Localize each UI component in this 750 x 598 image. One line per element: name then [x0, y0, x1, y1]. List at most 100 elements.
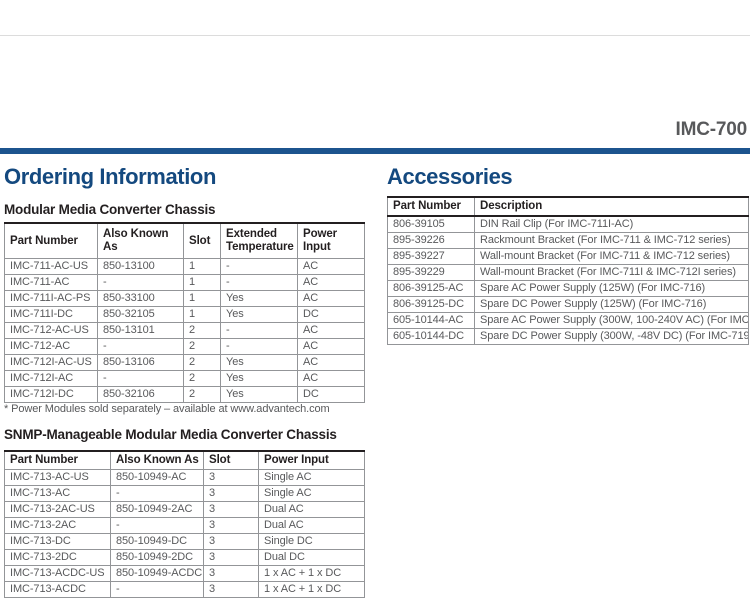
table-header-row: Part Number Also Known As Slot Power Input [4, 450, 365, 470]
table-cell: 895-39229 [387, 264, 475, 281]
table-cell: AC [297, 322, 365, 339]
table-cell: IMC-711I-DC [4, 306, 98, 323]
table-cell: Yes [220, 354, 298, 371]
column-header: Slot [203, 450, 259, 470]
table-cell: IMC-712I-AC-US [4, 354, 98, 371]
table-cell: 850-32106 [97, 386, 184, 403]
table-row: IMC-711-AC-US 850-13100 1- AC [4, 258, 365, 275]
column-header: Part Number [4, 450, 111, 470]
table-cell: IMC-713-2AC [4, 517, 111, 534]
header-blue-rule [0, 148, 750, 154]
table-cell: 3 [203, 485, 259, 502]
table-cell: - [110, 517, 204, 534]
table-cell: 1 [183, 258, 221, 275]
table-cell: Single AC [258, 485, 365, 502]
table-cell: 850-10949-ACDC [110, 565, 204, 582]
table-cell: Single AC [258, 469, 365, 486]
table-row: IMC-712I-DC 850-32106 2 Yes DC [4, 386, 365, 403]
table-cell: 2 [183, 322, 221, 339]
table-cell: - [97, 274, 184, 291]
column-header: Power Input [297, 222, 365, 259]
table-cell: - [110, 485, 204, 502]
table-cell: 3 [203, 469, 259, 486]
table-cell: IMC-711-AC [4, 274, 98, 291]
table-cell: DC [297, 386, 365, 403]
accessories-heading: Accessories [387, 164, 513, 189]
column-header: Power Input [258, 450, 365, 470]
table-cell: 850-10949-2AC [110, 501, 204, 518]
table-row: IMC-713-DC 850-10949-DC 3 Single DC [4, 533, 365, 550]
table-header-row: Part Number Also Known As Slot Extended Tem… [4, 222, 365, 259]
table-cell: IMC-711I-AC-PS [4, 290, 98, 307]
table-cell: 3 [203, 533, 259, 550]
table-cell: AC [297, 274, 365, 291]
table-row: 806-39125-DC Spare DC Power Supply (125W)… [387, 296, 749, 313]
table-cell: 850-33100 [97, 290, 184, 307]
column-header: Also Known As [97, 222, 184, 259]
table-cell: 2 [183, 370, 221, 387]
table-cell: 3 [203, 581, 259, 598]
table-cell: IMC-712I-AC [4, 370, 98, 387]
table-cell: 1 x AC + 1 x DC [258, 565, 365, 582]
table-cell: Single DC [258, 533, 365, 550]
power-modules-footnote: * Power Modules sold separately – availa… [4, 403, 330, 415]
table-cell: Wall-mount Bracket (For IMC-711I & IMC-7… [474, 264, 749, 281]
column-header: Description [474, 196, 749, 217]
top-divider-rule [0, 35, 750, 36]
table-cell: - [220, 274, 298, 291]
table-cell: 850-10949-DC [110, 533, 204, 550]
table-row: IMC-712-AC-US 850-13101 2- AC [4, 322, 365, 339]
table-cell: 3 [203, 565, 259, 582]
table-cell: 3 [203, 549, 259, 566]
table-cell: Spare DC Power Supply (125W) (For IMC-71… [474, 296, 749, 313]
table-row: 895-39227 Wall-mount Bracket (For IMC-711… [387, 248, 749, 265]
table-cell: 3 [203, 501, 259, 518]
table-cell: AC [297, 370, 365, 387]
table-cell: Yes [220, 306, 298, 323]
table-row: IMC-712I-AC -2 Yes AC [4, 370, 365, 387]
table-cell: 895-39226 [387, 232, 475, 249]
table-row: IMC-713-AC-US 850-10949-AC 3 Single AC [4, 469, 365, 486]
table-cell: Rackmount Bracket (For IMC-711 & IMC-712… [474, 232, 749, 249]
table-cell: IMC-713-AC-US [4, 469, 111, 486]
table-cell: IMC-711-AC-US [4, 258, 98, 275]
table-cell: AC [297, 290, 365, 307]
column-header: Also Known As [110, 450, 204, 470]
table-cell: Dual DC [258, 549, 365, 566]
table-row: IMC-711-AC -1- AC [4, 274, 365, 291]
table-row: IMC-713-ACDC-US 850-10949-ACDC 3 1 x AC + 1… [4, 565, 365, 582]
table-row: IMC-712-AC -2- AC [4, 338, 365, 355]
table-cell: IMC-713-2DC [4, 549, 111, 566]
table-cell: 850-32105 [97, 306, 184, 323]
accessories-table: Part Number Description 806-39105 DIN Rail… [387, 196, 749, 345]
table-row: IMC-713-AC -3 Single AC [4, 485, 365, 502]
table-cell: - [97, 338, 184, 355]
table-cell: - [220, 338, 298, 355]
table-cell: 850-13106 [97, 354, 184, 371]
column-header: Part Number [4, 222, 98, 259]
ordering-information-heading: Ordering Information [4, 164, 217, 189]
table-cell: AC [297, 338, 365, 355]
table-row: IMC-713-ACDC -3 1 x AC + 1 x DC [4, 581, 365, 598]
table-row: IMC-713-2AC-US 850-10949-2AC 3 Dual AC [4, 501, 365, 518]
table-row: IMC-711I-DC 850-32105 1 Yes DC [4, 306, 365, 323]
table-cell: IMC-712I-DC [4, 386, 98, 403]
table-row: 605-10144-DC Spare DC Power Supply (300W,… [387, 328, 749, 345]
table-cell: 1 [183, 274, 221, 291]
table-cell: IMC-713-ACDC [4, 581, 111, 598]
table-cell: 2 [183, 354, 221, 371]
table-cell: 850-13101 [97, 322, 184, 339]
snmp-chassis-table: Part Number Also Known As Slot Power Input … [4, 450, 365, 598]
table-cell: 1 [183, 306, 221, 323]
table-cell: IMC-712-AC-US [4, 322, 98, 339]
table-cell: - [220, 322, 298, 339]
table-row: 895-39226 Rackmount Bracket (For IMC-711 … [387, 232, 749, 249]
table-cell: 605-10144-AC [387, 312, 475, 329]
table-cell: IMC-713-ACDC-US [4, 565, 111, 582]
table-cell: 1 [183, 290, 221, 307]
snmp-chassis-caption: SNMP-Manageable Modular Media Converter … [4, 427, 337, 442]
table-cell: Spare DC Power Supply (300W, -48V DC) (F… [474, 328, 749, 345]
table-cell: 1 x AC + 1 x DC [258, 581, 365, 598]
table-cell: AC [297, 258, 365, 275]
